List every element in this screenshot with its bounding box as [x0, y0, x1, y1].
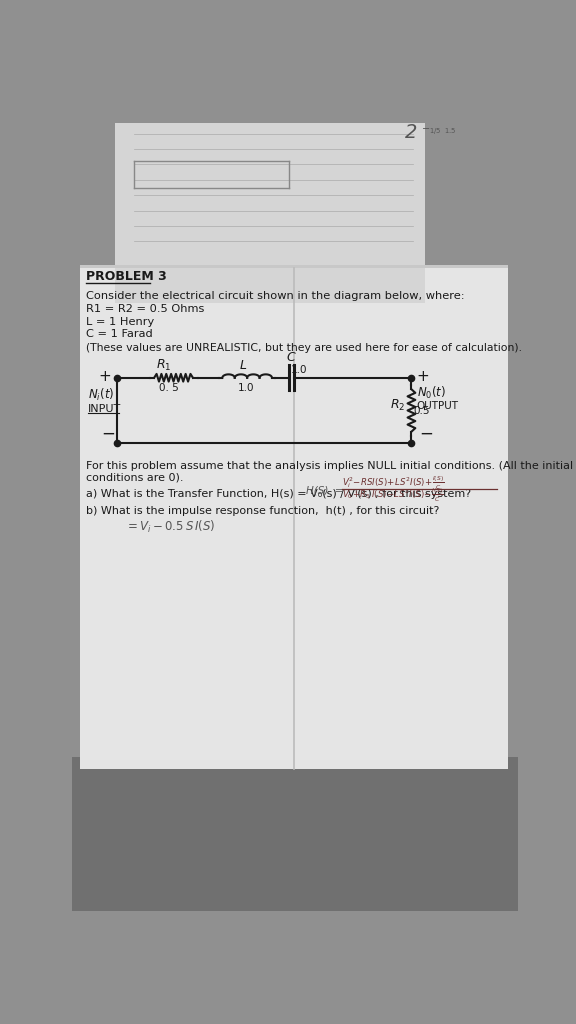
Text: $V_0\!+\!R_5\,I(S)\!-\!LS^2I(S)\!-\!\frac{I(S)}{C}$: $V_0\!+\!R_5\,I(S)\!-\!LS^2I(S)\!-\!\fra…: [342, 486, 444, 504]
Text: $R_1$: $R_1$: [156, 358, 171, 374]
Text: +: +: [98, 369, 111, 384]
Text: a) What is the Transfer Function, H(s) = V₀(s) / Vᴵ(s) , for this system?: a) What is the Transfer Function, H(s) =…: [86, 489, 471, 499]
Text: $V_i^2\!-\!RSI(S)\!+\!LS^2I(S)\!+\!\frac{I(S)}{C}$: $V_i^2\!-\!RSI(S)\!+\!LS^2I(S)\!+\!\frac…: [342, 475, 444, 493]
Text: For this problem assume that the analysis implies NULL initial conditions. (All : For this problem assume that the analysi…: [86, 461, 573, 471]
Text: −: −: [101, 425, 115, 442]
Text: +: +: [417, 369, 430, 384]
Text: C: C: [287, 351, 295, 364]
Text: C = 1 Farad: C = 1 Farad: [86, 329, 153, 339]
Text: $_{1.5}$: $_{1.5}$: [444, 126, 456, 136]
Text: Consider the electrical circuit shown in the diagram below, where:: Consider the electrical circuit shown in…: [86, 291, 465, 301]
Text: 1.0: 1.0: [238, 383, 255, 393]
Text: 1.0: 1.0: [290, 366, 307, 375]
Text: (These values are UNREALISTIC, but they are used here for ease of calculation).: (These values are UNREALISTIC, but they …: [86, 343, 522, 353]
Text: 0. 5: 0. 5: [159, 383, 179, 393]
Bar: [72, 758, 518, 911]
Text: L: L: [240, 359, 247, 373]
Text: INPUT: INPUT: [88, 403, 121, 414]
Text: 2: 2: [406, 123, 418, 141]
Text: PROBLEM 3: PROBLEM 3: [86, 270, 166, 283]
Text: H(S)  =: H(S) =: [306, 485, 344, 496]
Bar: [79, 264, 507, 268]
Text: conditions are 0).: conditions are 0).: [86, 472, 183, 482]
Text: $-_{1/5}$: $-_{1/5}$: [420, 127, 441, 138]
Bar: [79, 268, 507, 769]
Text: L = 1 Henry: L = 1 Henry: [86, 316, 154, 327]
Text: R1 = R2 = 0.5 Ohms: R1 = R2 = 0.5 Ohms: [86, 304, 204, 314]
Text: $R_2$: $R_2$: [390, 398, 405, 413]
Text: −: −: [419, 425, 433, 442]
Text: $N_i(t)$: $N_i(t)$: [88, 387, 113, 403]
Text: 0.5: 0.5: [414, 406, 430, 416]
Text: $= V_i - 0.5\,S\,I(S)$: $= V_i - 0.5\,S\,I(S)$: [124, 519, 215, 536]
Bar: [115, 118, 425, 303]
Text: OUTPUT: OUTPUT: [417, 400, 459, 411]
Text: $N_0(t)$: $N_0(t)$: [417, 385, 446, 401]
Text: b) What is the impulse response function,  h(t) , for this circuit?: b) What is the impulse response function…: [86, 506, 439, 516]
